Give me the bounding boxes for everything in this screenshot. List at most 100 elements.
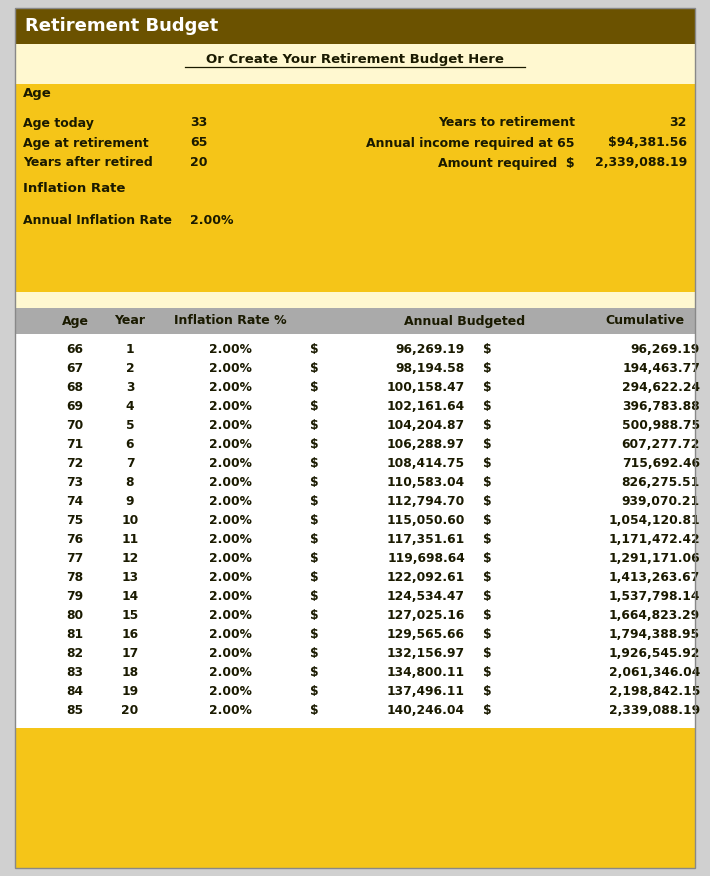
Text: $: $ (310, 362, 319, 375)
Text: 124,534.47: 124,534.47 (387, 590, 465, 603)
Text: 2.00%: 2.00% (209, 343, 251, 356)
Bar (15, 334, 695, 728)
Text: 68: 68 (67, 381, 84, 394)
Text: 2.00%: 2.00% (209, 457, 251, 470)
Text: 939,070.21: 939,070.21 (622, 495, 700, 508)
Text: Cumulative: Cumulative (606, 314, 684, 328)
Text: 67: 67 (67, 362, 84, 375)
Text: 122,092.61: 122,092.61 (387, 571, 465, 584)
Text: 2.00%: 2.00% (209, 495, 251, 508)
Text: Amount required  $: Amount required $ (438, 157, 575, 169)
Text: $: $ (310, 647, 319, 660)
Text: 826,275.51: 826,275.51 (622, 476, 700, 489)
Text: 127,025.16: 127,025.16 (387, 609, 465, 622)
Text: Annual Inflation Rate: Annual Inflation Rate (23, 215, 172, 228)
Text: 2.00%: 2.00% (209, 609, 251, 622)
Text: 83: 83 (67, 666, 84, 679)
Text: $: $ (483, 647, 491, 660)
Text: 140,246.04: 140,246.04 (387, 704, 465, 717)
Text: 3: 3 (126, 381, 134, 394)
Text: Or Create Your Retirement Budget Here: Or Create Your Retirement Budget Here (206, 53, 504, 67)
Text: 134,800.11: 134,800.11 (387, 666, 465, 679)
Text: 2.00%: 2.00% (209, 438, 251, 451)
Text: 19: 19 (121, 685, 138, 698)
Text: $: $ (483, 400, 491, 413)
Text: 2.00%: 2.00% (209, 552, 251, 565)
Text: 69: 69 (67, 400, 84, 413)
Text: $: $ (483, 476, 491, 489)
Text: 20: 20 (121, 704, 138, 717)
Text: 2: 2 (126, 362, 134, 375)
Text: 2.00%: 2.00% (209, 647, 251, 660)
Text: $94,381.56: $94,381.56 (608, 137, 687, 150)
Text: 2.00%: 2.00% (209, 666, 251, 679)
Text: 2.00%: 2.00% (209, 514, 251, 527)
Text: $: $ (310, 438, 319, 451)
Text: 2,339,088.19: 2,339,088.19 (595, 157, 687, 169)
Text: $: $ (310, 666, 319, 679)
Text: $: $ (310, 571, 319, 584)
Text: 194,463.77: 194,463.77 (622, 362, 700, 375)
Text: 13: 13 (121, 571, 138, 584)
Text: 2.00%: 2.00% (190, 215, 234, 228)
Text: $: $ (483, 362, 491, 375)
Text: $: $ (483, 438, 491, 451)
Bar (15, 84, 695, 292)
Text: $: $ (310, 533, 319, 546)
Text: $: $ (310, 495, 319, 508)
Text: $: $ (483, 343, 491, 356)
Text: $: $ (310, 343, 319, 356)
Text: 2,198,842.15: 2,198,842.15 (608, 685, 700, 698)
Text: 81: 81 (67, 628, 84, 641)
Text: Inflation Rate %: Inflation Rate % (174, 314, 286, 328)
Text: 2.00%: 2.00% (209, 704, 251, 717)
Text: 98,194.58: 98,194.58 (395, 362, 465, 375)
Text: $: $ (483, 590, 491, 603)
Text: Age today: Age today (23, 117, 94, 130)
Text: 71: 71 (66, 438, 84, 451)
Bar (15, 292, 695, 308)
Text: $: $ (483, 666, 491, 679)
Text: $: $ (310, 381, 319, 394)
Text: 117,351.61: 117,351.61 (387, 533, 465, 546)
Text: 2.00%: 2.00% (209, 381, 251, 394)
Text: $: $ (310, 476, 319, 489)
Text: $: $ (483, 381, 491, 394)
Text: $: $ (483, 533, 491, 546)
Text: 100,158.47: 100,158.47 (387, 381, 465, 394)
Text: 32: 32 (670, 117, 687, 130)
Text: 2.00%: 2.00% (209, 400, 251, 413)
Text: 2.00%: 2.00% (209, 590, 251, 603)
Text: Annual income required at 65: Annual income required at 65 (366, 137, 575, 150)
Text: 2.00%: 2.00% (209, 362, 251, 375)
Text: $: $ (483, 514, 491, 527)
Text: $: $ (310, 400, 319, 413)
Text: 2.00%: 2.00% (209, 419, 251, 432)
Text: 2.00%: 2.00% (209, 571, 251, 584)
Text: $: $ (310, 552, 319, 565)
Text: 2,339,088.19: 2,339,088.19 (609, 704, 700, 717)
Text: $: $ (310, 628, 319, 641)
Text: 4: 4 (126, 400, 134, 413)
Text: 110,583.04: 110,583.04 (387, 476, 465, 489)
Text: $: $ (483, 419, 491, 432)
Text: 607,277.72: 607,277.72 (622, 438, 700, 451)
Text: 129,565.66: 129,565.66 (387, 628, 465, 641)
Text: 75: 75 (66, 514, 84, 527)
Text: $: $ (310, 685, 319, 698)
Text: $: $ (310, 514, 319, 527)
Text: 1: 1 (126, 343, 134, 356)
Text: 84: 84 (67, 685, 84, 698)
Text: 9: 9 (126, 495, 134, 508)
Text: 5: 5 (126, 419, 134, 432)
Text: 76: 76 (67, 533, 84, 546)
Text: 2.00%: 2.00% (209, 476, 251, 489)
Text: 2,061,346.04: 2,061,346.04 (608, 666, 700, 679)
Text: $: $ (310, 609, 319, 622)
Text: $: $ (483, 571, 491, 584)
Text: Age: Age (23, 88, 52, 101)
Text: 11: 11 (121, 533, 138, 546)
Text: 82: 82 (67, 647, 84, 660)
Text: 2.00%: 2.00% (209, 685, 251, 698)
Text: 73: 73 (67, 476, 84, 489)
